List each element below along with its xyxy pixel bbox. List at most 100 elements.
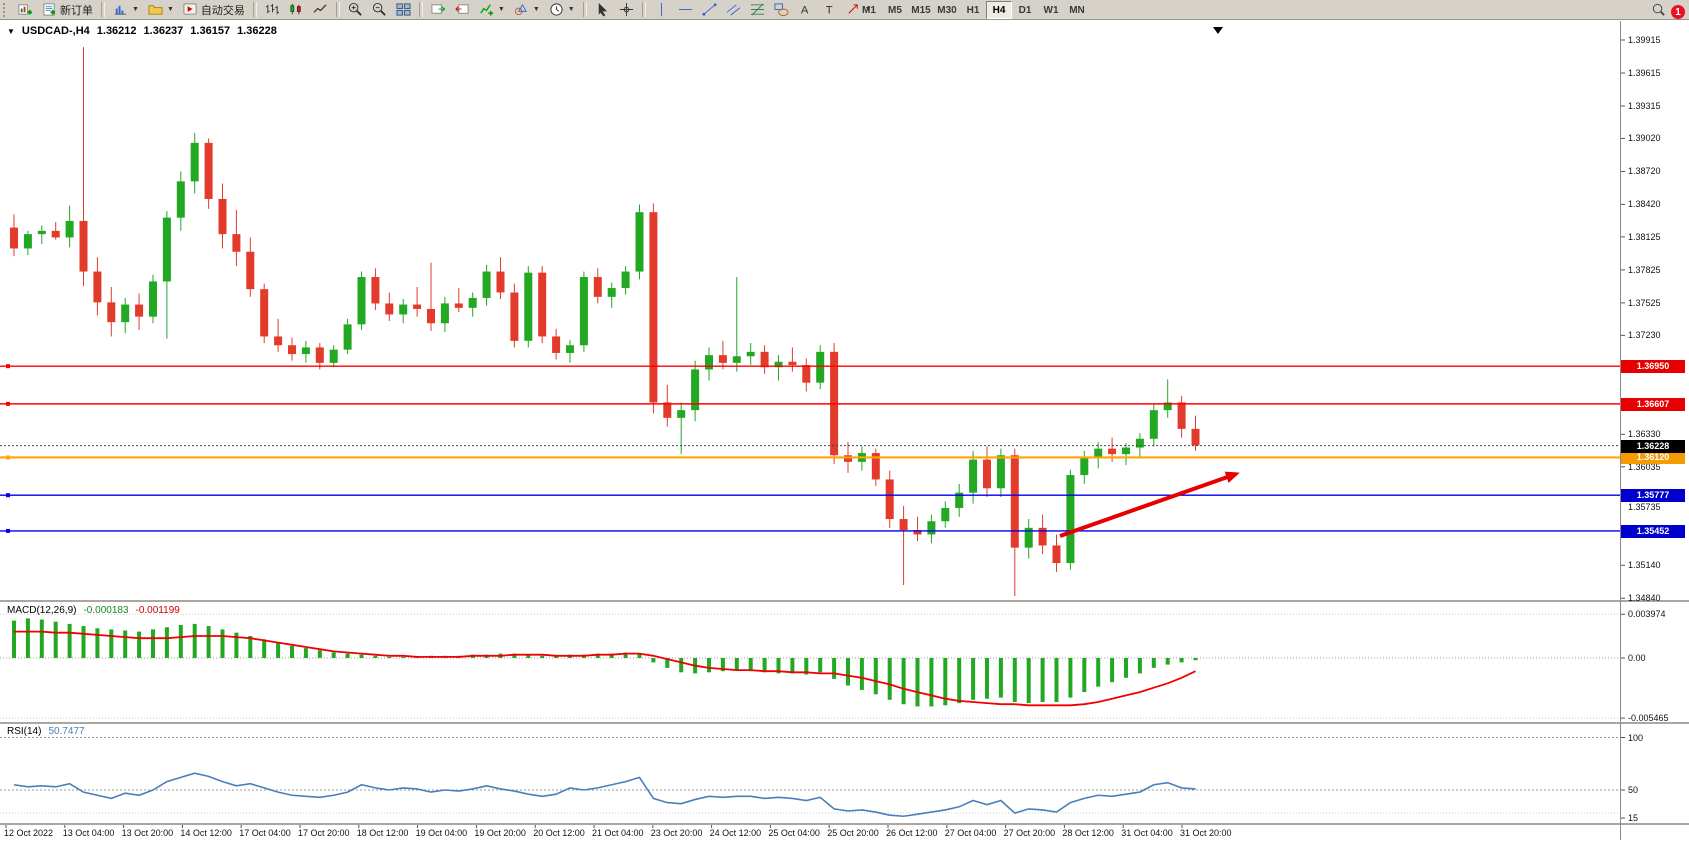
candle-body <box>482 271 491 298</box>
fibonacci-button[interactable] <box>746 1 769 19</box>
zoom-in-button[interactable] <box>344 1 367 19</box>
timeframe-w1-button[interactable]: W1 <box>1043 4 1059 16</box>
timeframe-h4-button[interactable]: H4 <box>986 1 1012 19</box>
candles-chart-button[interactable] <box>285 1 308 19</box>
timeframe-h1-button[interactable]: H1 <box>966 4 980 16</box>
candle-body <box>149 281 157 317</box>
timeframe-m30-button[interactable]: M30 <box>937 4 957 16</box>
candle-body <box>1010 455 1019 548</box>
candle-body <box>260 289 269 337</box>
candle-body <box>51 230 60 238</box>
price-level-badge: 1.35452 <box>1621 524 1685 538</box>
arrows-dropdown-button[interactable]: ▼ <box>842 1 876 19</box>
price-axis-tick: 1.39915 <box>1628 35 1661 45</box>
channel-button[interactable] <box>722 1 745 19</box>
candle-body <box>135 304 144 317</box>
time-axis-label: 14 Oct 12:00 <box>180 828 232 838</box>
time-axis-label: 21 Oct 04:00 <box>592 828 644 838</box>
chart-symbol-header: ▼ USDCAD-,H4 1.36212 1.36237 1.36157 1.3… <box>7 25 277 37</box>
candle-body <box>329 349 338 363</box>
candle-body <box>969 459 978 493</box>
toolbar-separator <box>418 2 423 17</box>
candle-body <box>1191 428 1200 446</box>
trend-arrow[interactable] <box>1059 471 1240 538</box>
candlestick-series <box>10 47 1200 597</box>
search-icon[interactable] <box>1651 2 1666 22</box>
timeframe-m1-button[interactable]: M1 <box>862 4 876 16</box>
time-axis-label: 17 Oct 04:00 <box>239 828 291 838</box>
chevron-down-icon: ▼ <box>166 6 174 13</box>
chart-shift-button[interactable] <box>451 1 474 19</box>
candle-body <box>274 336 283 346</box>
bars-chart-button[interactable] <box>261 1 284 19</box>
auto-trading-button[interactable]: 自动交易 <box>179 1 249 19</box>
shapes-button[interactable] <box>770 1 793 19</box>
tile-windows-button[interactable] <box>392 1 415 19</box>
new-order-button[interactable]: 新订单 <box>38 1 97 19</box>
level-line-handle[interactable] <box>6 493 10 498</box>
indicators-icon <box>479 2 494 17</box>
cursor-button[interactable] <box>591 1 614 19</box>
candle-body <box>1177 402 1186 429</box>
text-button[interactable]: A <box>794 1 817 19</box>
rsi-axis-tick: 50 <box>1628 785 1639 795</box>
objects-dropdown-button[interactable]: ▼ <box>510 1 544 19</box>
auto-trading-label: 自动交易 <box>200 4 245 17</box>
candle-body <box>176 181 185 218</box>
time-axis-label: 27 Oct 20:00 <box>1003 828 1056 838</box>
text-label-button[interactable]: T <box>818 1 841 19</box>
timeframe-d1-button[interactable]: D1 <box>1018 4 1032 16</box>
timeframe-mn-button[interactable]: MN <box>1069 4 1085 16</box>
periods-dropdown-button[interactable]: ▼ <box>545 1 579 19</box>
toolbar-separator <box>641 2 646 17</box>
profiles-button[interactable]: ▼ <box>144 1 178 19</box>
time-axis-label: 12 Oct 2022 <box>4 828 54 838</box>
toolbar-separator <box>252 2 257 17</box>
panel-separator-rsi[interactable] <box>0 722 1689 724</box>
indicators-dropdown-button[interactable]: ▼ <box>475 1 509 19</box>
timeframe-m5-button[interactable]: M5 <box>888 4 902 16</box>
toolbar-grip[interactable] <box>3 2 10 17</box>
candle-body <box>871 453 880 480</box>
level-line-handle[interactable] <box>6 528 10 533</box>
candle-body <box>454 303 463 308</box>
horizontal-line-button[interactable] <box>674 1 697 19</box>
candle-body <box>288 345 296 355</box>
timeframe-m15-button[interactable]: M15 <box>911 4 931 16</box>
level-line-handle[interactable] <box>6 401 10 406</box>
level-line-handle[interactable] <box>6 364 10 369</box>
open-chart-dropdown-button[interactable]: ▼ <box>109 1 143 19</box>
candle-body <box>399 304 408 315</box>
line-chart-button[interactable] <box>309 1 332 19</box>
chevron-down-icon: ▼ <box>497 6 505 13</box>
cursor-icon <box>595 2 610 17</box>
panel-separator-macd[interactable] <box>0 600 1689 602</box>
crosshair-button[interactable] <box>615 1 638 19</box>
price-axis-tick: 1.39615 <box>1628 68 1661 78</box>
zoom-out-button[interactable] <box>368 1 391 19</box>
candle-body <box>802 365 811 383</box>
candle-body <box>371 277 380 304</box>
vertical-line-button[interactable] <box>650 1 673 19</box>
trendline-icon <box>702 2 717 17</box>
macd-histogram <box>12 618 1198 707</box>
candle-body <box>204 142 213 199</box>
trendline-button[interactable] <box>698 1 721 19</box>
folder-icon <box>148 2 163 17</box>
macd-axis-tick: 0.003974 <box>1628 609 1666 620</box>
candle-body <box>301 347 310 355</box>
text-label-icon: T <box>822 2 837 17</box>
new-order-label: 新订单 <box>60 4 93 17</box>
symbol-dropdown-icon[interactable]: ▼ <box>7 26 15 36</box>
line-chart-icon <box>313 2 328 17</box>
notification-badge[interactable]: 1 <box>1671 5 1685 19</box>
new-chart-button[interactable] <box>14 1 37 19</box>
auto-scroll-button[interactable] <box>427 1 450 19</box>
level-line-handle[interactable] <box>6 455 10 460</box>
candle-body <box>885 479 894 520</box>
toolbar-separator <box>101 2 105 17</box>
channel-icon <box>726 2 741 17</box>
scroll-position-marker-icon[interactable] <box>1213 27 1223 34</box>
